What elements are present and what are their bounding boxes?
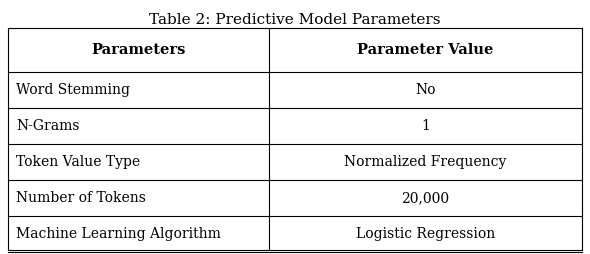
Text: Machine Learning Algorithm: Machine Learning Algorithm: [16, 227, 221, 241]
Text: Logistic Regression: Logistic Regression: [356, 227, 495, 241]
Text: N-Grams: N-Grams: [16, 119, 80, 133]
Text: No: No: [415, 83, 436, 97]
Text: 1: 1: [421, 119, 430, 133]
Text: Parameters: Parameters: [91, 43, 186, 57]
Text: Token Value Type: Token Value Type: [16, 155, 140, 169]
Text: Parameter Value: Parameter Value: [358, 43, 494, 57]
Text: Number of Tokens: Number of Tokens: [16, 191, 146, 205]
Text: Word Stemming: Word Stemming: [16, 83, 130, 97]
Text: Normalized Frequency: Normalized Frequency: [345, 155, 507, 169]
Text: Table 2: Predictive Model Parameters: Table 2: Predictive Model Parameters: [149, 13, 441, 27]
Text: 20,000: 20,000: [402, 191, 450, 205]
